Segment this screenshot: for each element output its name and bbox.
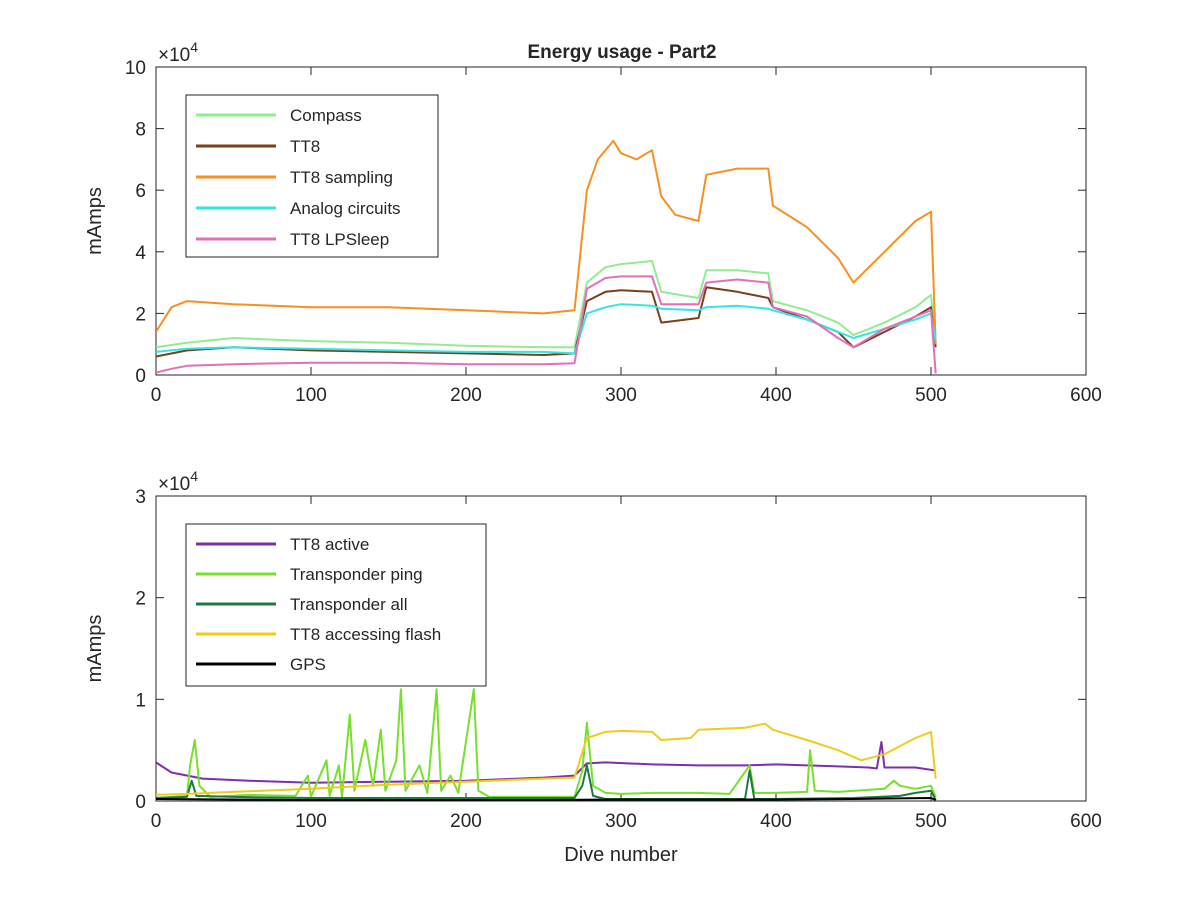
y-exponent-power: 4: [190, 468, 198, 484]
series-group: [156, 139, 937, 374]
y-tick-label: 0: [135, 792, 146, 813]
series-group: [156, 688, 937, 801]
series-line-tt8-sampling: [156, 139, 937, 345]
chart-title: Energy usage - Part2: [527, 42, 716, 63]
top-plot: Energy usage - Part2 0 100 200 300 400 500 600…: [84, 39, 1102, 406]
x-axis-label: Dive number: [564, 844, 678, 866]
bottom-plot: 0 100 200 300 400 500 600 0 1 2 3 ×104 mAmps Dive num…: [84, 468, 1102, 866]
x-tick-label: 400: [760, 385, 792, 406]
y-exponent-label: ×104: [158, 468, 198, 495]
y-tick-label: 3: [135, 487, 146, 508]
y-tick-label: 2: [135, 304, 146, 325]
legend-entry: Analog circuits: [290, 199, 401, 218]
series-line-gps: [156, 797, 937, 801]
y-exponent-base: ×10: [158, 474, 190, 495]
series-line-transponder-all: [156, 764, 937, 801]
x-tick-label: 0: [151, 385, 162, 406]
y-axis-label: mAmps: [84, 615, 106, 683]
series-line-tt8-accessing-flash: [156, 722, 937, 796]
x-tick-label: 500: [915, 385, 947, 406]
legend-entry: TT8: [290, 137, 320, 156]
legend-entry: TT8 sampling: [290, 168, 393, 187]
bottom-plot-area: 0 100 200 300 400 500 600 0 1 2 3 ×104 mAmps Dive num…: [84, 468, 1102, 866]
x-tick-label: 0: [151, 811, 162, 832]
legend: TT8 active Transponder ping Transponder al…: [185, 523, 487, 687]
legend-entry: Transponder all: [290, 595, 408, 614]
y-tick-label: 1: [135, 690, 146, 711]
x-tick-label: 200: [450, 811, 482, 832]
series-line-tt8-lpsleep: [156, 275, 937, 374]
legend: Compass TT8 TT8 sampling Analog circuits TT8…: [185, 94, 439, 258]
legend-entry: TT8 accessing flash: [290, 625, 441, 644]
y-tick-label: 0: [135, 366, 146, 387]
top-plot-area: 0 100 200 300 400 500 6000246810×104mAmpsCompa…: [84, 39, 1102, 406]
y-tick-label: 2: [135, 589, 146, 610]
legend-entry: TT8 active: [290, 535, 369, 554]
x-tick-label: 300: [605, 811, 637, 832]
x-tick-label: 100: [295, 385, 327, 406]
y-tick-label: 4: [135, 243, 146, 264]
series-line-compass: [156, 260, 937, 349]
y-tick-label: 8: [135, 120, 146, 141]
x-tick-label: 600: [1070, 811, 1102, 832]
legend-entry: Compass: [290, 106, 362, 125]
x-tick-label: 300: [605, 385, 637, 406]
y-exponent-base: ×10: [158, 45, 190, 66]
x-tick-label: 200: [450, 385, 482, 406]
legend-entry: Transponder ping: [290, 565, 423, 584]
x-tick-label: 400: [760, 811, 792, 832]
series-line-tt8-active: [156, 741, 936, 784]
x-tick-label: 600: [1070, 385, 1102, 406]
x-tick-label: 500: [915, 811, 947, 832]
y-exponent-power: 4: [190, 39, 198, 55]
legend-entry: TT8 LPSleep: [290, 230, 389, 249]
y-tick-label: 6: [135, 181, 146, 202]
series-line-analog-circuits: [156, 303, 937, 355]
legend-entry: GPS: [290, 655, 326, 674]
x-tick-label: 100: [295, 811, 327, 832]
y-axis-label: mAmps: [84, 187, 106, 255]
y-tick-label: 10: [125, 58, 146, 79]
y-exponent-label: ×104: [158, 39, 198, 66]
